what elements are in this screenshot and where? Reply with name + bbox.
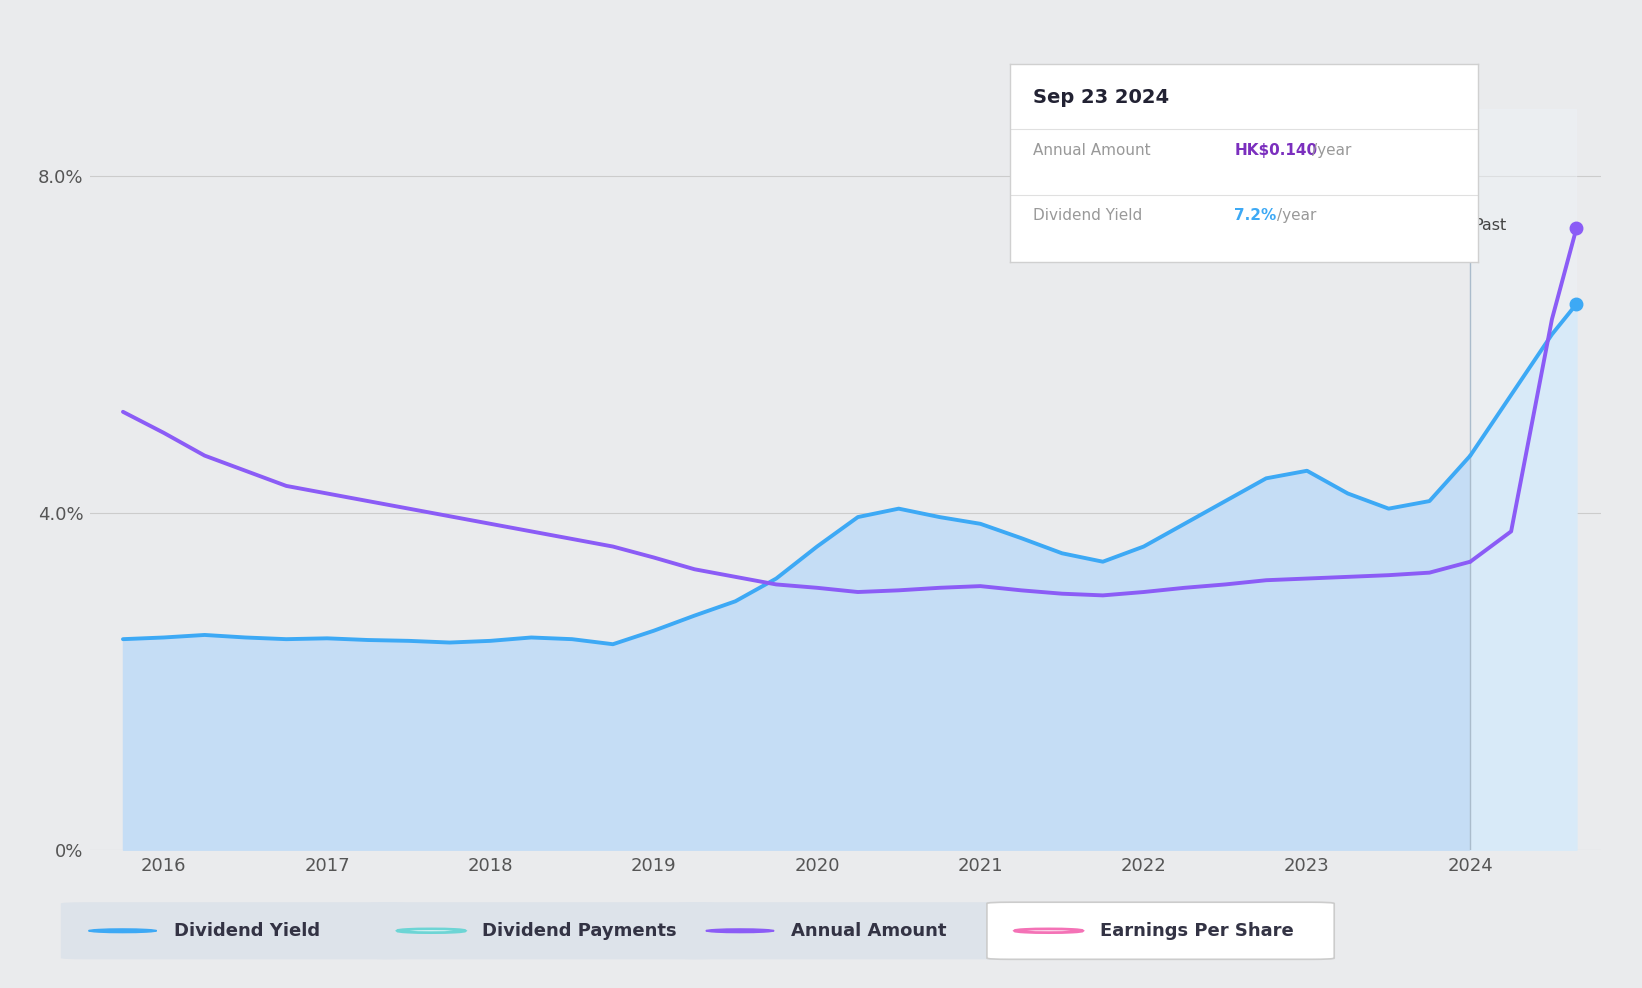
Text: Annual Amount: Annual Amount <box>1033 143 1151 158</box>
Text: /year: /year <box>1276 208 1315 223</box>
FancyBboxPatch shape <box>369 902 718 959</box>
FancyBboxPatch shape <box>61 902 409 959</box>
Text: Earnings Per Share: Earnings Per Share <box>1100 922 1294 940</box>
Text: Sep 23 2024: Sep 23 2024 <box>1033 88 1169 107</box>
Circle shape <box>89 929 156 933</box>
Circle shape <box>1015 929 1082 933</box>
Text: /year: /year <box>1312 143 1351 158</box>
Text: HK$0.140: HK$0.140 <box>1235 143 1317 158</box>
Text: 7.2%: 7.2% <box>1235 208 1277 223</box>
Text: Dividend Payments: Dividend Payments <box>483 922 677 940</box>
Text: Dividend Yield: Dividend Yield <box>1033 208 1143 223</box>
Circle shape <box>706 929 773 933</box>
Text: Annual Amount: Annual Amount <box>791 922 946 940</box>
Circle shape <box>397 929 465 933</box>
Text: Past: Past <box>1473 218 1507 233</box>
FancyBboxPatch shape <box>987 902 1335 959</box>
Text: Dividend Yield: Dividend Yield <box>174 922 320 940</box>
FancyBboxPatch shape <box>678 902 1026 959</box>
